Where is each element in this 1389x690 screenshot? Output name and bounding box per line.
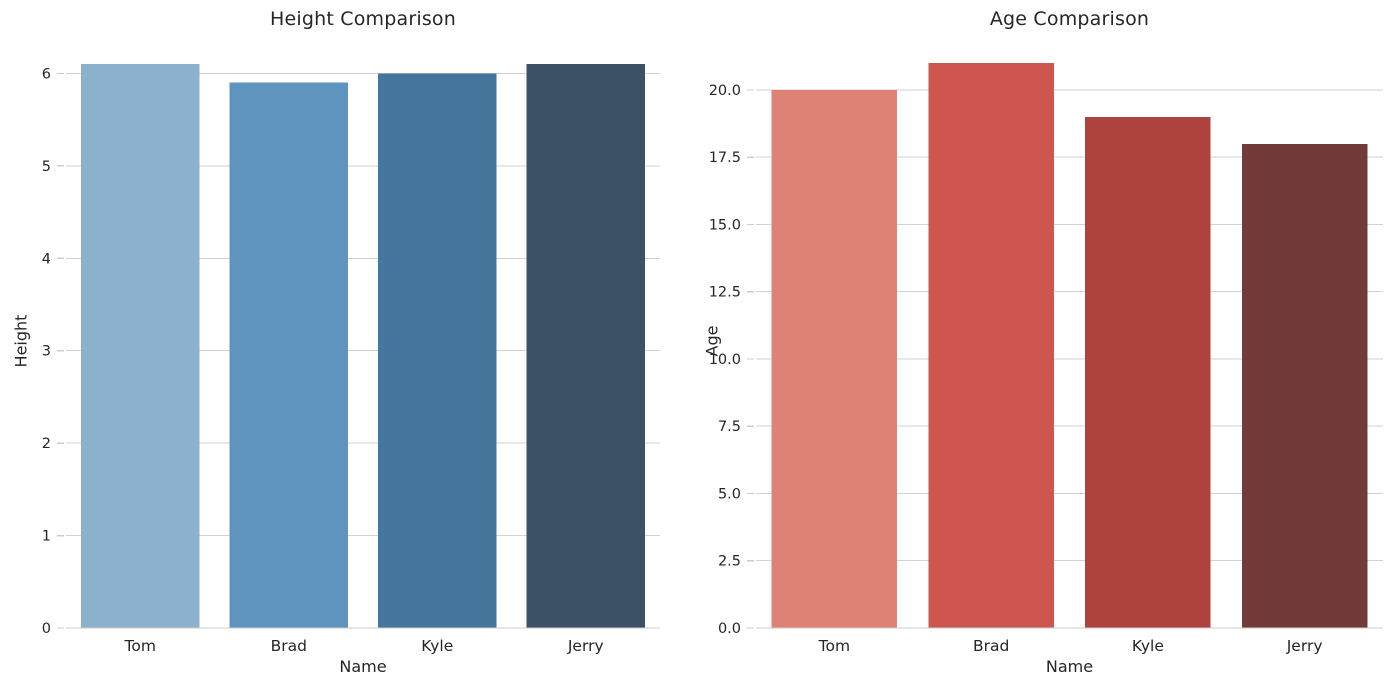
height-x-tick-label: Jerry xyxy=(567,637,604,655)
height-y-tick-label: 1 xyxy=(42,529,51,545)
height-x-tick-label: Brad xyxy=(271,637,307,655)
bar-jerry-height xyxy=(526,64,646,628)
height-x-tick-label: Tom xyxy=(124,637,156,655)
age-x-tick-label: Tom xyxy=(818,637,850,655)
height-chart-title: Height Comparison xyxy=(269,8,456,30)
height-y-tick-label: 3 xyxy=(42,344,51,360)
bar-tom-age xyxy=(771,89,898,629)
age-chart-title: Age Comparison xyxy=(989,8,1150,30)
age-y-tick-label: 0.0 xyxy=(718,621,741,637)
age-y-tick-label: 12.5 xyxy=(709,285,741,301)
bar-tom-height xyxy=(80,64,200,628)
height-y-tick-label: 6 xyxy=(42,66,51,82)
bar-brad-age xyxy=(928,63,1054,628)
height-chart-ylabel: Height xyxy=(11,314,31,368)
age-y-tick-label: 20.0 xyxy=(709,83,741,99)
age-chart-xlabel: Name xyxy=(1045,657,1094,676)
bar-kyle-age xyxy=(1085,116,1211,629)
age-y-tick-label: 10.0 xyxy=(709,352,741,368)
height-chart-xlabel: Name xyxy=(339,657,387,676)
age-y-tick-label: 7.5 xyxy=(718,419,741,435)
bar-brad-height xyxy=(229,82,349,628)
height-chart-plot: 0 1 2 3 4 5 6 Tom Brad Kyle Jerry xyxy=(42,64,660,655)
bar-jerry-age xyxy=(1241,143,1368,628)
age-chart-plot: 0.0 2.5 5.0 7.5 10.0 12.5 15.0 17.5 20.0 Tom Brad K… xyxy=(709,63,1383,655)
height-x-tick-label: Kyle xyxy=(421,637,453,655)
height-y-tick-label: 0 xyxy=(42,621,51,637)
age-y-tick-label: 5.0 xyxy=(718,486,741,502)
bar-kyle-height xyxy=(377,73,497,628)
age-y-tick-label: 15.0 xyxy=(709,217,741,233)
height-y-tick-label: 5 xyxy=(42,159,51,175)
age-y-tick-label: 2.5 xyxy=(718,554,741,570)
age-y-tick-label: 17.5 xyxy=(709,150,741,166)
age-x-tick-label: Brad xyxy=(973,637,1009,655)
height-y-tick-label: 4 xyxy=(42,251,51,267)
age-x-tick-label: Kyle xyxy=(1132,637,1164,655)
age-x-tick-label: Jerry xyxy=(1286,637,1323,655)
height-y-tick-label: 2 xyxy=(42,436,51,452)
age-chart-ylabel: Age xyxy=(702,325,722,357)
